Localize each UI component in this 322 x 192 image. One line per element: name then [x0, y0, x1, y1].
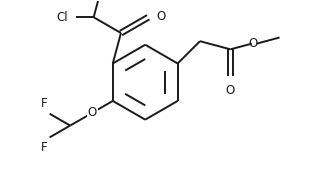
Text: O: O: [226, 84, 235, 97]
Text: F: F: [41, 97, 48, 110]
Text: Cl: Cl: [56, 11, 68, 24]
Text: O: O: [156, 10, 166, 23]
Text: F: F: [41, 141, 48, 154]
Text: O: O: [248, 37, 257, 50]
Text: O: O: [88, 106, 97, 119]
